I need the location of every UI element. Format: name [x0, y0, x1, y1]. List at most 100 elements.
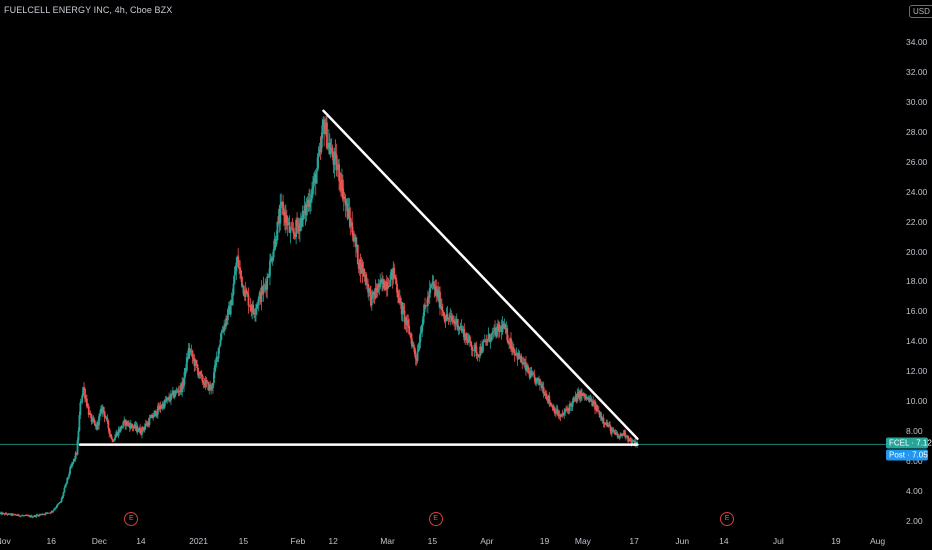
candle-body: [95, 425, 98, 430]
y-tick-label: 30.00: [906, 96, 928, 107]
candle-body: [340, 180, 342, 191]
candle-body: [396, 283, 398, 293]
candle-body: [68, 474, 71, 477]
candle-body: [297, 225, 299, 227]
candle-body: [624, 430, 626, 436]
candle-body: [150, 414, 153, 418]
earnings-marker[interactable]: E: [720, 512, 735, 526]
candle-body: [188, 348, 191, 353]
candle-body: [46, 512, 49, 514]
candle-body: [100, 408, 103, 413]
candle-body: [311, 188, 313, 199]
y-tick-label: 8.00: [906, 426, 923, 437]
candle-body: [226, 318, 228, 321]
candle-body: [500, 326, 503, 333]
candle-body: [155, 410, 157, 417]
candle-body: [482, 341, 485, 343]
candle-body: [398, 297, 401, 303]
candle-body: [177, 391, 180, 393]
descending-resistance-trendline[interactable]: [322, 109, 639, 440]
candle-body: [163, 400, 166, 409]
candle-body: [279, 205, 282, 224]
candle-body: [327, 142, 330, 144]
candle-body: [293, 232, 296, 234]
candle-body: [45, 512, 48, 514]
candle-body: [356, 244, 359, 265]
candle-body: [523, 362, 525, 364]
trendlines[interactable]: [78, 109, 639, 446]
candle-body: [495, 330, 497, 337]
candle-body: [255, 304, 258, 309]
candle-body: [53, 509, 56, 511]
candle-body: [567, 408, 569, 410]
candle-body: [553, 407, 555, 411]
candle-body: [480, 346, 482, 353]
candle-body: [582, 393, 585, 396]
candle-body: [160, 407, 163, 409]
candle-body: [602, 417, 605, 423]
candle-body: [76, 440, 79, 455]
candle-body: [607, 426, 610, 427]
x-tick-label: Mar: [380, 536, 395, 546]
earnings-marker[interactable]: E: [124, 512, 139, 526]
candle-body: [452, 320, 454, 322]
candle-body: [473, 344, 476, 351]
candle-body: [196, 363, 199, 369]
candle-body: [180, 385, 183, 393]
candle-body: [290, 228, 293, 230]
candle-body: [609, 424, 611, 427]
candle-body: [423, 304, 426, 317]
candle-body: [71, 462, 74, 464]
candle-body: [539, 384, 542, 386]
candle-body: [298, 225, 300, 232]
candle-body: [251, 304, 254, 312]
candle-body: [585, 397, 588, 400]
candle-body: [228, 305, 231, 315]
candle-body: [142, 427, 144, 430]
candle-body: [493, 327, 496, 332]
candle-body: [47, 512, 50, 514]
candle-body: [351, 222, 354, 233]
currency-button[interactable]: USD: [909, 5, 932, 18]
candle-body: [391, 269, 394, 280]
candle-body: [178, 390, 181, 393]
candle-body: [166, 398, 169, 401]
candle-body: [247, 294, 250, 306]
candle-body: [514, 354, 517, 356]
candle-body: [601, 417, 604, 420]
candle-body: [154, 410, 156, 413]
earnings-marker[interactable]: E: [428, 512, 443, 526]
candle-body: [204, 380, 207, 387]
candle-body: [593, 401, 596, 403]
candle-body: [266, 276, 269, 290]
candle-body: [208, 384, 211, 391]
candle-body: [175, 390, 178, 392]
candle-body: [320, 138, 323, 152]
candle-body: [385, 281, 388, 289]
candle-body: [12, 514, 14, 516]
candle-body: [341, 179, 344, 200]
candle-body: [238, 266, 241, 268]
candle-body: [581, 393, 583, 397]
candle-body: [330, 147, 333, 151]
candle-body: [553, 407, 556, 414]
candle-body: [355, 244, 358, 248]
candle-body: [472, 350, 475, 352]
candle-body: [134, 424, 137, 429]
candle-body: [634, 440, 637, 446]
candle-body: [491, 332, 494, 334]
candle-body: [18, 515, 21, 517]
candle-body: [527, 371, 530, 373]
x-tick-label: 15: [238, 536, 249, 546]
candle-body: [596, 405, 598, 412]
candle-body: [28, 515, 30, 517]
post-market-badge: Post · 7.05: [886, 449, 928, 461]
candle-body: [615, 433, 618, 435]
candle-body: [620, 433, 623, 437]
candle-body: [622, 434, 624, 436]
candle-body: [194, 359, 197, 366]
candle-body: [373, 294, 376, 299]
candle-body: [303, 205, 306, 214]
candle-body: [287, 222, 290, 224]
